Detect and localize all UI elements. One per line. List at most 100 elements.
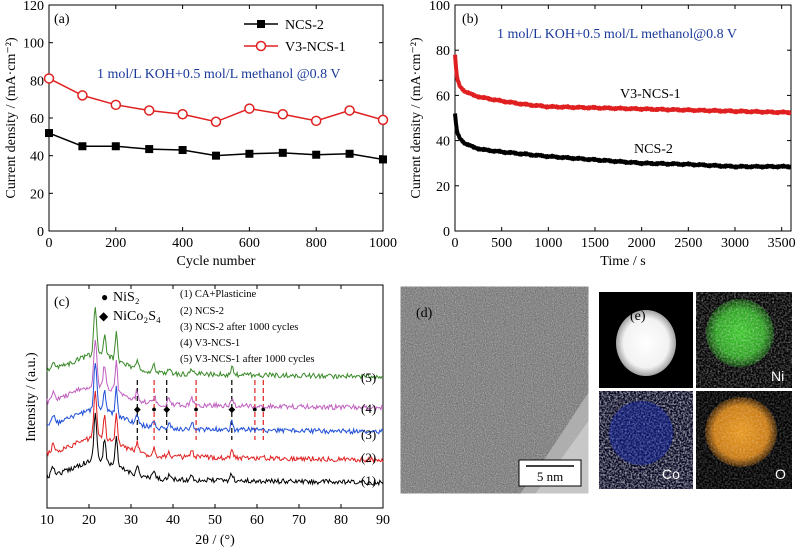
curve-label-2: (2) <box>361 450 376 465</box>
x-tick-label: 500 <box>491 236 512 251</box>
x-tick-label: 10 <box>40 513 54 528</box>
xrd-pattern-line <box>46 390 384 464</box>
panel-b-ylabel: Current density / (mA·cm⁻²) <box>409 37 424 199</box>
curve-label-1: (1) <box>361 473 376 488</box>
panel-a-ylabel: Current density / (mA·cm⁻²) <box>4 37 19 199</box>
reference-peak-marker: ◆ <box>134 404 141 414</box>
x-tick-label: 200 <box>105 236 126 251</box>
data-point <box>379 155 387 164</box>
panel-c-label: (c) <box>54 295 70 310</box>
data-point <box>345 149 354 158</box>
panel-a-xlabel: Cycle number <box>177 254 256 269</box>
series-line <box>453 113 793 170</box>
x-tick-label: 1000 <box>369 236 397 251</box>
data-point <box>177 108 188 120</box>
legend-sample-3: (3) NCS-2 after 1000 cycles <box>180 322 298 333</box>
reference-peak-marker: ◆ <box>228 404 235 414</box>
x-tick-label: 40 <box>166 513 180 528</box>
panel-a-legend: NCS-2 V3-NCS-1 <box>244 18 346 55</box>
panel-b-series-label-ncs2: NCS-2 <box>634 142 673 157</box>
data-point <box>110 99 122 111</box>
y-tick-label: 100 <box>23 37 44 52</box>
reference-peak-marker: ◆ <box>163 404 170 414</box>
data-point <box>245 149 254 158</box>
legend-label-ncs2: NCS-2 <box>285 18 324 33</box>
x-tick-label: 20 <box>82 513 96 528</box>
x-tick-label: 2500 <box>674 236 702 251</box>
x-tick-label: 3500 <box>768 236 796 251</box>
panel-b-series-label-v3ncs1: V3-NCS-1 <box>620 87 681 102</box>
legend-sample-2: (2) NCS-2 <box>180 306 224 317</box>
x-tick-label: 90 <box>376 513 390 528</box>
x-tick-label: 800 <box>306 236 327 251</box>
eds-map-o: O <box>696 391 792 489</box>
panel-a-chart: (a) 0 200 400 600 800 1000 0 20 40 60 80 100 120 1 m… <box>4 0 397 269</box>
y-tick-label: 80 <box>436 44 450 59</box>
data-point <box>312 150 321 159</box>
legend-sample-5: (5) V3-NCS-1 after 1000 cycles <box>180 354 315 365</box>
legend-sample-4: (4) V3-NCS-1 <box>180 338 240 349</box>
panel-d-tem-image: (d) 5 nm <box>399 285 590 495</box>
x-tick-label: 400 <box>172 236 193 251</box>
data-point <box>210 116 222 128</box>
panel-d-label: (d) <box>416 306 433 321</box>
data-point <box>278 148 287 157</box>
data-point <box>277 108 289 120</box>
x-tick-label: 50 <box>208 513 222 528</box>
curve-label-3: (3) <box>361 427 376 442</box>
scale-bar-box <box>518 459 582 487</box>
eds-map-haadf <box>599 292 693 388</box>
y-tick-label: 40 <box>30 150 44 165</box>
reference-peak-marker: ● <box>151 404 156 414</box>
y-tick-label: 20 <box>436 180 450 195</box>
x-tick-label: 0 <box>46 236 53 251</box>
legend-label-nico2s4: NiCo₂S₄ <box>113 309 161 324</box>
curve-label-4: (4) <box>361 401 376 416</box>
curve-label-5: (5) <box>361 370 376 385</box>
series-line <box>48 77 384 123</box>
xrd-pattern-line <box>46 307 384 380</box>
panel-c-chart: (c) 10 20 30 40 50 60 70 80 90 ◆ ● ◆ ● ◆ ● ● ● NiS₂ ◆ … <box>24 284 390 548</box>
eds-label-o: O <box>775 466 786 482</box>
y-tick-label: 60 <box>436 89 450 104</box>
y-tick-label: 0 <box>443 225 450 240</box>
y-tick-label: 80 <box>30 74 44 89</box>
data-point <box>111 142 120 151</box>
data-point <box>43 73 55 84</box>
panel-c-ylabel: Intensity / (a.u.) <box>24 352 39 442</box>
scale-bar-label: 5 nm <box>537 469 563 484</box>
x-tick-label: 70 <box>292 513 306 528</box>
data-point <box>77 90 88 101</box>
reference-peak-marker: ● <box>261 404 266 414</box>
data-point <box>244 103 255 114</box>
legend-label-v3ncs1: V3-NCS-1 <box>285 40 346 55</box>
y-tick-label: 120 <box>23 0 44 14</box>
eds-map-co: Co <box>599 391 693 489</box>
x-tick-label: 1500 <box>581 236 609 251</box>
panel-b-chart: (b) 0 500 1000 1500 2000 2500 3000 3500 0 20 40 60 8… <box>409 0 796 269</box>
data-point <box>310 115 322 127</box>
data-point <box>212 151 220 160</box>
panel-b-annotation: 1 mol/L KOH+0.5 mol/L methanol@0.8 V <box>497 27 737 42</box>
y-tick-label: 100 <box>429 0 450 14</box>
x-tick-label: 2000 <box>628 236 656 251</box>
y-tick-label: 60 <box>30 112 44 127</box>
legend-marker-nis2: ● <box>101 290 108 304</box>
eds-label-co: Co <box>662 466 680 482</box>
series-line <box>453 54 793 116</box>
panel-b-xlabel: Time / s <box>600 254 645 269</box>
panel-a-label: (a) <box>54 12 70 27</box>
legend-marker-nico2s4: ◆ <box>99 309 109 323</box>
data-point <box>45 129 53 138</box>
y-tick-label: 0 <box>37 225 44 240</box>
panel-a-annotation: 1 mol/L KOH+0.5 mol/L methanol @0.8 V <box>97 67 340 82</box>
xrd-pattern-line <box>46 412 384 487</box>
data-point <box>344 105 355 116</box>
reference-peak-marker: ● <box>193 404 198 414</box>
x-tick-label: 30 <box>124 513 138 528</box>
x-tick-label: 80 <box>334 513 348 528</box>
xrd-pattern-line <box>46 363 384 436</box>
y-tick-label: 20 <box>30 187 44 202</box>
x-tick-label: 3000 <box>721 236 749 251</box>
